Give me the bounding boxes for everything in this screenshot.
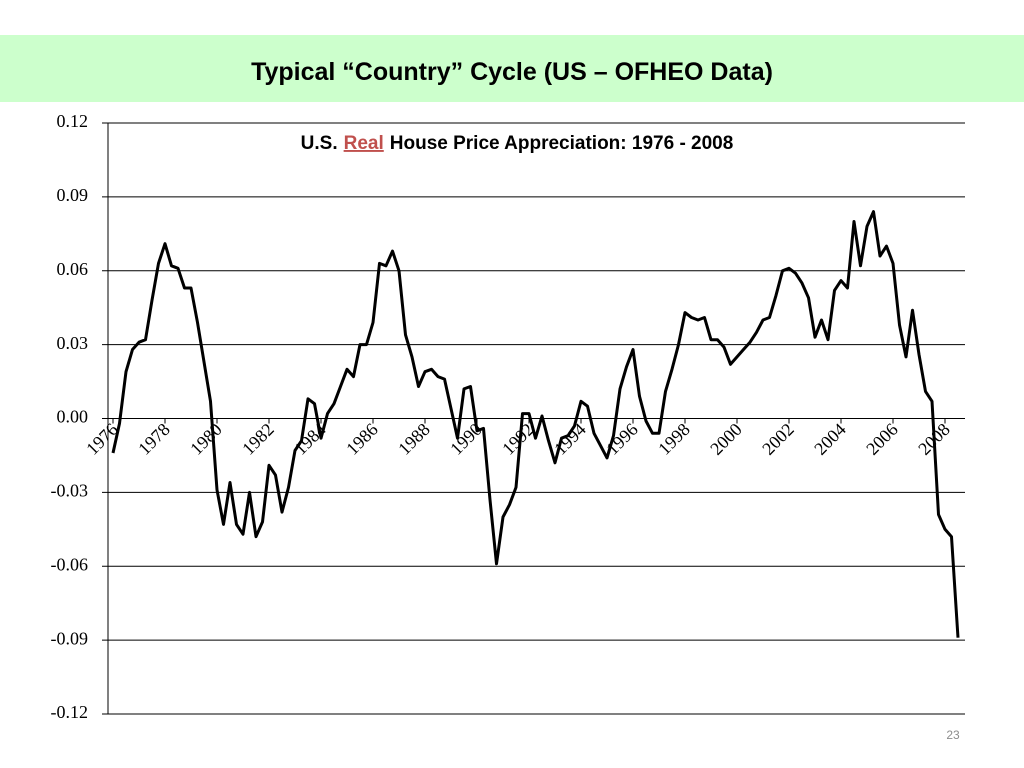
heading-band xyxy=(0,35,1024,102)
chart-title: U.S. Real House Price Appreciation: 1976 -… xyxy=(301,133,734,154)
x-tick-label: 1986 xyxy=(342,419,382,459)
slide-heading: Typical “Country” Cycle (US – OFHEO Data… xyxy=(251,58,773,86)
x-tick-label: 1982 xyxy=(238,419,278,459)
y-tick-label: -0.09 xyxy=(51,628,89,648)
x-tick-label: 2004 xyxy=(810,419,850,459)
x-tick-label: 2000 xyxy=(706,419,746,459)
y-tick-label: 0.06 xyxy=(57,259,89,279)
x-tick-label: 1980 xyxy=(186,419,226,459)
y-tick-label: -0.03 xyxy=(51,481,89,501)
y-tick-label: 0.00 xyxy=(57,407,89,427)
x-tick-label: 2002 xyxy=(758,419,798,459)
chart-title-highlight: Real xyxy=(344,133,384,154)
x-tick-label: 1988 xyxy=(394,419,434,459)
page-number: 23 xyxy=(946,728,960,742)
x-tick-label: 2006 xyxy=(862,419,902,459)
y-tick-label: 0.03 xyxy=(57,333,89,353)
chart-title-part: U.S. xyxy=(301,133,338,154)
x-tick-label: 1990 xyxy=(446,419,486,459)
y-tick-label: -0.06 xyxy=(51,554,89,574)
data-line xyxy=(111,210,960,638)
y-tick-label: -0.12 xyxy=(51,702,89,722)
y-tick-label: 0.09 xyxy=(57,185,89,205)
x-tick-label: 1978 xyxy=(134,419,174,459)
y-tick-label: 0.12 xyxy=(57,111,89,131)
chart-title-part: House Price Appreciation: 1976 - 2008 xyxy=(390,133,734,154)
